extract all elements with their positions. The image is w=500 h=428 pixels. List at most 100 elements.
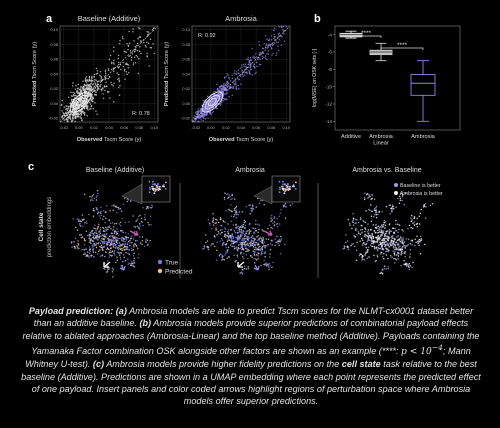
umap-point [105, 243, 108, 245]
umap-point [410, 214, 413, 217]
umap-point [149, 206, 151, 209]
scatter-point [96, 84, 98, 87]
umap-point [233, 207, 236, 210]
umap-point [388, 242, 391, 245]
umap-point [98, 223, 100, 226]
umap-point [255, 259, 258, 261]
umap-point [136, 240, 139, 242]
umap-point [389, 204, 391, 207]
umap-point [118, 237, 120, 240]
umap-point [131, 241, 133, 244]
scatter-point [118, 94, 121, 96]
umap-point [140, 220, 143, 223]
umap-point [256, 236, 258, 238]
scatter-point [103, 75, 106, 78]
umap-point [105, 204, 108, 207]
umap-point [370, 244, 372, 246]
umap-point [381, 268, 384, 271]
umap-point [385, 244, 387, 246]
umap-point [111, 254, 113, 257]
umap-point [267, 243, 269, 246]
scatter-point [210, 114, 213, 116]
umap-point [376, 239, 379, 242]
umap-point [82, 225, 84, 228]
umap-point [87, 255, 90, 257]
scatter-point [270, 45, 272, 48]
umap-point [407, 243, 409, 246]
scatter-point [281, 35, 283, 38]
umap-point [420, 238, 423, 240]
umap-point [95, 206, 97, 209]
scatter-point [280, 44, 283, 46]
scatter-baseline-x-ticks: -0.02 0.00 0.02 0.04 0.06 0.08 0.10 [59, 125, 159, 130]
umap-point [235, 231, 237, 234]
umap-point [404, 244, 407, 247]
scatter-ambrosia-title: Ambrosia [225, 14, 258, 23]
scatter-point [264, 46, 267, 48]
umap-point [100, 235, 102, 237]
umap-point [233, 198, 236, 200]
scatter-point [237, 84, 239, 87]
umap-point [411, 266, 413, 268]
umap-point [123, 197, 126, 200]
scatter-point [153, 27, 155, 29]
umap-point [111, 271, 114, 273]
umap-point [384, 220, 387, 223]
umap-point [240, 231, 243, 233]
scatter-point [200, 119, 202, 121]
umap-point [363, 220, 365, 223]
scatter-point [132, 31, 134, 33]
umap-point [364, 227, 366, 229]
umap-point [223, 233, 226, 236]
scatter-point [199, 111, 201, 113]
scatter-baseline-xlabel: Observed Tscm Score (y) [77, 137, 142, 143]
scatter-point [253, 57, 256, 59]
umap-point [381, 224, 383, 226]
umap-point [111, 205, 113, 207]
inset-point [162, 184, 165, 186]
umap-point [409, 265, 411, 267]
umap-point [410, 226, 412, 229]
scatter-point [248, 60, 250, 63]
umap-point [365, 246, 368, 249]
umap-point [260, 238, 263, 240]
scatter-point [247, 63, 250, 66]
umap-point [284, 243, 286, 246]
scatter-point [64, 112, 67, 115]
umap-point [115, 222, 118, 225]
umap-point [362, 243, 364, 245]
category-label: Ambrosia [411, 134, 436, 140]
inset-point [285, 188, 288, 191]
scatter-point [124, 78, 126, 80]
umap-point [377, 235, 379, 237]
umap-point [124, 248, 126, 251]
inset-point [148, 180, 151, 183]
umap-point [356, 233, 358, 236]
scatter-point [222, 84, 225, 86]
umap-point [77, 240, 79, 242]
umap-point [394, 229, 397, 232]
umap-point [345, 234, 347, 236]
scatter-point [231, 77, 234, 79]
umap-point [399, 199, 402, 202]
umap-point [144, 218, 146, 221]
umap-point [390, 207, 393, 210]
umap-point [251, 241, 253, 243]
scatter-point [73, 110, 76, 112]
umap-point [100, 210, 102, 213]
umap-point [222, 255, 224, 257]
scatter-point [113, 70, 115, 72]
umap-point [237, 247, 240, 250]
umap-point [277, 242, 279, 245]
umap-point [130, 235, 132, 237]
umap-point [129, 239, 131, 242]
umap-point [211, 243, 213, 245]
umap-point [113, 222, 116, 225]
umap-point [236, 241, 238, 243]
umap-point [247, 266, 250, 268]
scatter-point [261, 57, 264, 60]
umap-point [408, 268, 410, 271]
umap-point [89, 231, 91, 234]
umap-point [424, 202, 427, 205]
scatter-point [202, 108, 205, 111]
